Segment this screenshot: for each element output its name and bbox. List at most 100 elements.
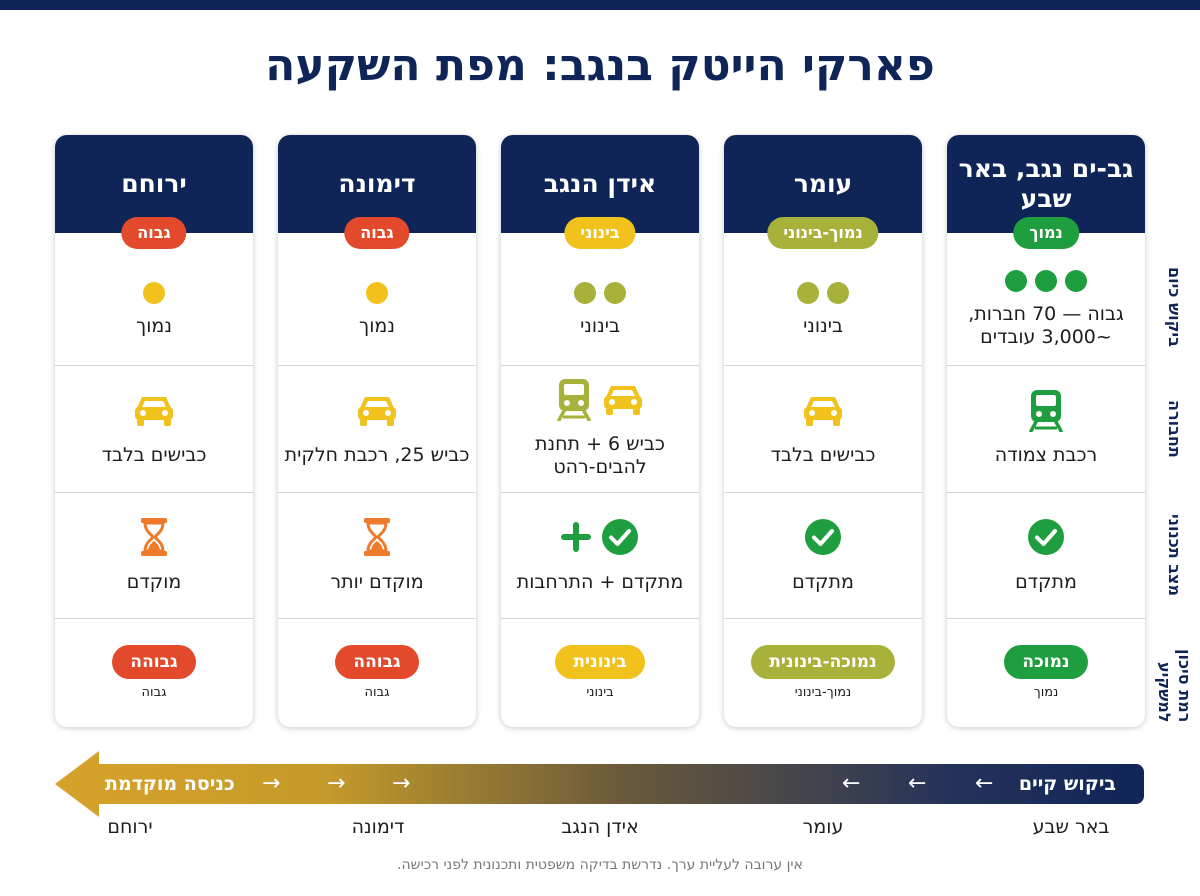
risk-level-text: בינוני: [586, 685, 614, 700]
check-circle-icon: [1027, 518, 1065, 560]
planning-text: מוקדם יותר: [330, 570, 424, 593]
hourglass-icon: [362, 517, 392, 561]
location-name: אידן הנגב: [501, 135, 699, 233]
arrow-left-icon: ←: [842, 771, 861, 796]
risk-cell: גבוהה גבוה: [278, 618, 476, 727]
demand-dot: [143, 281, 165, 304]
top-accent-bar: [0, 0, 1200, 10]
transport-cell: כבישים בלבד: [55, 365, 253, 492]
demand-dots: [574, 281, 626, 305]
risk-level-badge: גבוהה: [335, 645, 419, 679]
divider: [278, 618, 476, 619]
row-label-planning-text: מצב תכנוני: [1165, 513, 1184, 597]
transport-cell: כביש 6 + תחנת להבים-רהט: [501, 365, 699, 492]
divider: [55, 365, 253, 366]
planning-cell: מתקדם + התרחבות: [501, 492, 699, 618]
demand-text: בינוני: [580, 314, 620, 337]
demand-dots: [797, 281, 849, 305]
demand-dot: [797, 281, 819, 304]
arrow-end-label: כניסה מוקדמת: [105, 773, 235, 795]
planning-icons: [1027, 517, 1065, 561]
row-label-planning: מצב תכנוני: [1148, 492, 1200, 618]
location-badge: נמוך: [1013, 217, 1079, 249]
demand-dots: [143, 281, 165, 305]
disclaimer-footnote: אין ערובה לעליית ערך. נדרשת בדיקה משפטית…: [397, 857, 803, 873]
planning-icons: [804, 517, 842, 561]
check-circle-icon: [804, 518, 842, 560]
demand-dot: [604, 281, 626, 304]
transport-text: כבישים בלבד: [770, 444, 876, 466]
location-badge: גבוה: [121, 217, 187, 249]
planning-cell: מוקדם: [55, 492, 253, 618]
transport-cell: כבישים בלבד: [724, 365, 922, 492]
arrow-right-icon: →: [392, 771, 411, 796]
demand-cell: נמוך: [278, 249, 476, 365]
divider: [278, 365, 476, 366]
transport-cell: רכבת צמודה: [947, 365, 1145, 492]
location-card: דימונה גבוה נמוך כביש 25, רכבת חלקית מוק…: [278, 135, 476, 727]
planning-text: מוקדם: [126, 570, 182, 593]
risk-level-badge: בינונית: [555, 645, 645, 679]
demand-dot: [1035, 270, 1057, 292]
transport-cell: כביש 25, רכבת חלקית: [278, 365, 476, 492]
risk-level-badge: גבוהה: [112, 645, 196, 679]
risk-level-text: נמוך: [1033, 685, 1059, 700]
location-name: דימונה: [278, 135, 476, 233]
planning-text: מתקדם: [1015, 570, 1077, 593]
risk-level-text: גבוה: [141, 685, 167, 700]
timeline-label: ירוחם: [107, 816, 153, 838]
planning-text: מתקדם + התרחבות: [516, 570, 684, 593]
location-name: ירוחם: [55, 135, 253, 233]
risk-cell: נמוכה נמוך: [947, 618, 1145, 727]
planning-icons: [561, 517, 639, 561]
timeline-label: באר שבע: [1032, 816, 1110, 838]
row-label-risk-text: רמת סיכון למשקיע: [1155, 649, 1194, 723]
planning-cell: מוקדם יותר: [278, 492, 476, 618]
location-badge: בינוני: [564, 217, 636, 249]
transport-text: כביש 6 + תחנת להבים-רהט: [535, 432, 665, 478]
arrow-right-icon: →: [327, 771, 346, 796]
train-icon: [556, 377, 592, 425]
planning-icons: [362, 517, 392, 561]
risk-cell: בינונית בינוני: [501, 618, 699, 727]
demand-cell: גבוה — 70 חברות, ~3,000 עובדים: [947, 249, 1145, 365]
location-card: עומר נמוך-בינוני בינוני כבישים בלבד מתקד…: [724, 135, 922, 727]
risk-cell: גבוהה גבוה: [55, 618, 253, 727]
divider: [278, 492, 476, 493]
demand-dots: [1005, 269, 1087, 293]
demand-dot: [1005, 270, 1027, 292]
location-badge: נמוך-בינוני: [767, 217, 879, 249]
divider: [724, 492, 922, 493]
demand-dot: [574, 281, 596, 304]
demand-dot: [1065, 270, 1087, 292]
divider: [501, 492, 699, 493]
demand-cell: בינוני: [501, 249, 699, 365]
page-title: פארקי הייטק בנגב: מפת השקעה: [265, 40, 935, 91]
planning-cell: מתקדם: [947, 492, 1145, 618]
arrow-left-icon: ←: [908, 771, 927, 796]
location-card: אידן הנגב בינוני בינוני כביש 6 + תחנת לה…: [501, 135, 699, 727]
transport-text: כביש 25, רכבת חלקית: [284, 444, 470, 466]
demand-cell: בינוני: [724, 249, 922, 365]
demand-text: בינוני: [803, 314, 843, 337]
divider: [947, 365, 1145, 366]
demand-text: נמוך: [136, 314, 172, 337]
car-icon: [356, 393, 398, 431]
transport-text: כבישים בלבד: [101, 444, 207, 466]
arrow-left-icon: ←: [975, 771, 994, 796]
divider: [55, 618, 253, 619]
row-label-demand-text: ביקוש כיום: [1165, 267, 1184, 347]
arrow-right-icon: →: [262, 771, 281, 796]
row-label-transport: תחבורה: [1148, 365, 1200, 492]
divider: [501, 365, 699, 366]
car-icon: [133, 393, 175, 431]
planning-text: מתקדם: [792, 570, 854, 593]
divider: [947, 492, 1145, 493]
car-icon: [602, 382, 644, 420]
transport-text: רכבת צמודה: [994, 444, 1098, 466]
demand-entry-arrow: [98, 764, 1144, 804]
divider: [501, 618, 699, 619]
demand-text: גבוה — 70 חברות, ~3,000 עובדים: [968, 303, 1124, 348]
hourglass-icon: [139, 517, 169, 561]
transport-icons: [133, 390, 175, 434]
